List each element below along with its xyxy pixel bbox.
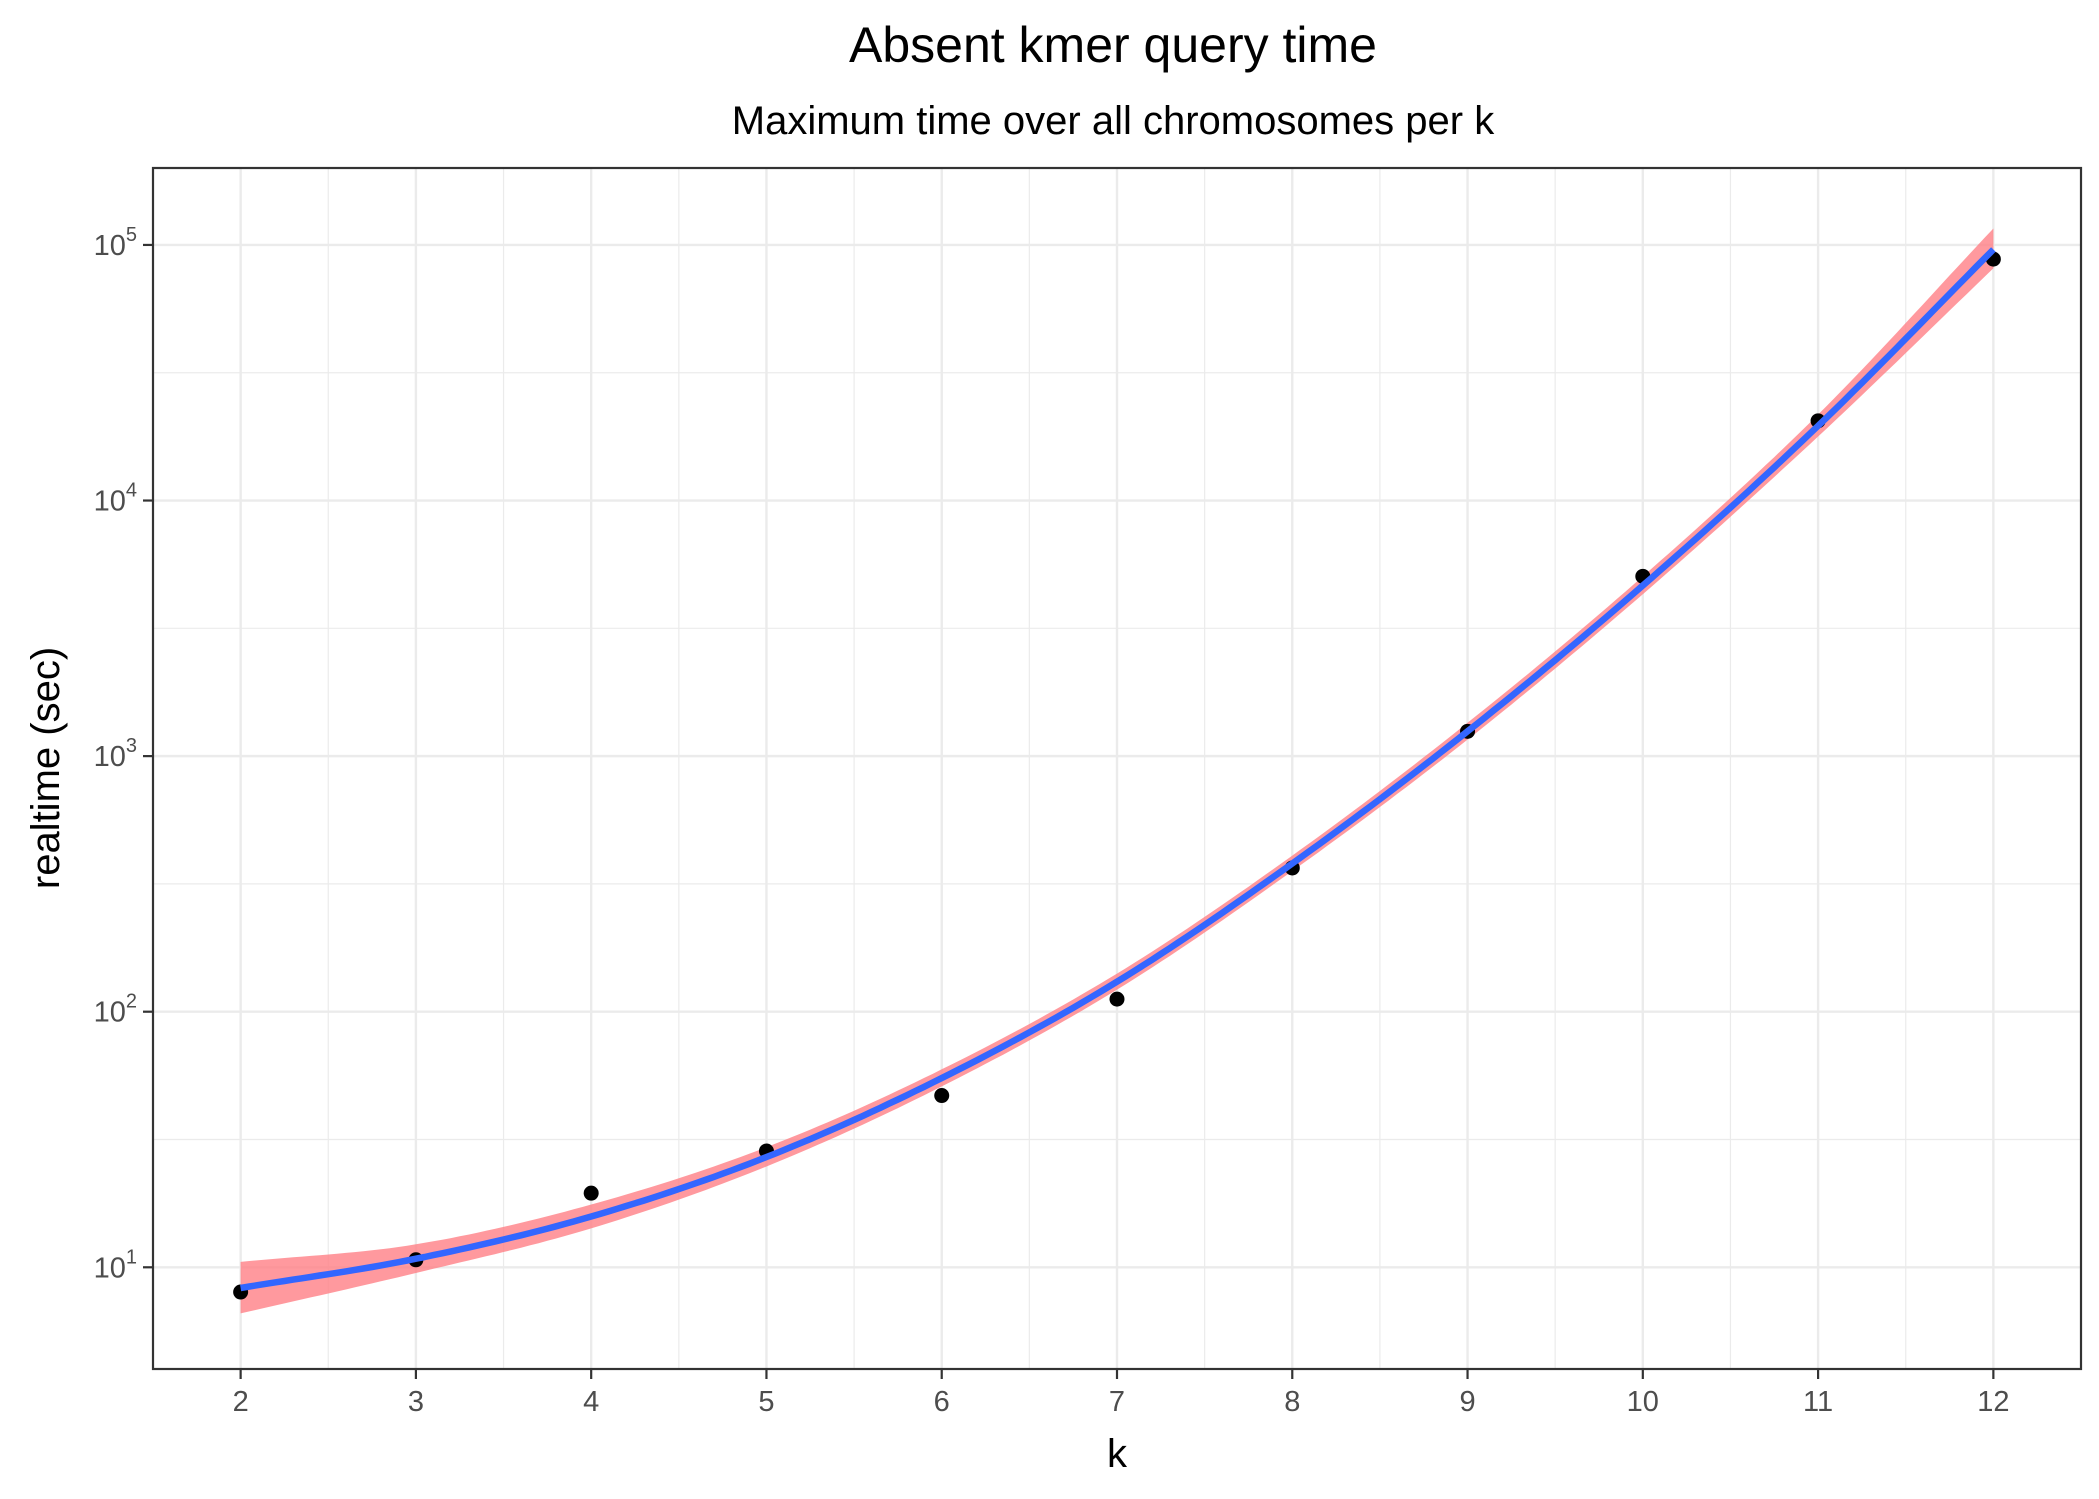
x-tick-label: 11 (1803, 1386, 1833, 1418)
data-point (934, 1088, 950, 1104)
y-tick-label: 101 (94, 1246, 137, 1284)
x-tick-label: 3 (408, 1386, 424, 1418)
x-axis-title: k (1107, 1432, 1128, 1476)
x-tick-label: 6 (934, 1386, 950, 1418)
x-tick-label: 7 (1109, 1386, 1125, 1418)
data-point (1109, 991, 1125, 1007)
x-tick-label: 5 (758, 1386, 774, 1418)
y-tick-label: 104 (94, 480, 137, 518)
y-axis: 101 102 103 104 105 (94, 224, 153, 1284)
y-tick-label: 102 (94, 991, 137, 1029)
x-tick-label: 4 (583, 1386, 599, 1418)
x-axis: 2 3 4 5 6 7 8 9 10 11 12 (233, 1369, 2009, 1418)
y-axis-title: realtime (sec) (24, 647, 68, 889)
x-tick-label: 12 (1977, 1386, 2009, 1418)
fit-line (240, 247, 1996, 1292)
y-tick-label: 105 (94, 224, 137, 262)
chart-subtitle: Maximum time over all chromosomes per k (732, 99, 1495, 143)
x-tick-label: 2 (233, 1386, 249, 1418)
chart-title: Absent kmer query time (849, 17, 1377, 73)
major-grid (153, 168, 2081, 1369)
x-tick-label: 8 (1284, 1386, 1300, 1418)
fit-line-layer (240, 247, 1996, 1292)
data-point (583, 1185, 599, 1201)
x-tick-label: 9 (1459, 1386, 1475, 1418)
y-tick-label: 103 (94, 735, 137, 773)
x-tick-label: 10 (1627, 1386, 1659, 1418)
